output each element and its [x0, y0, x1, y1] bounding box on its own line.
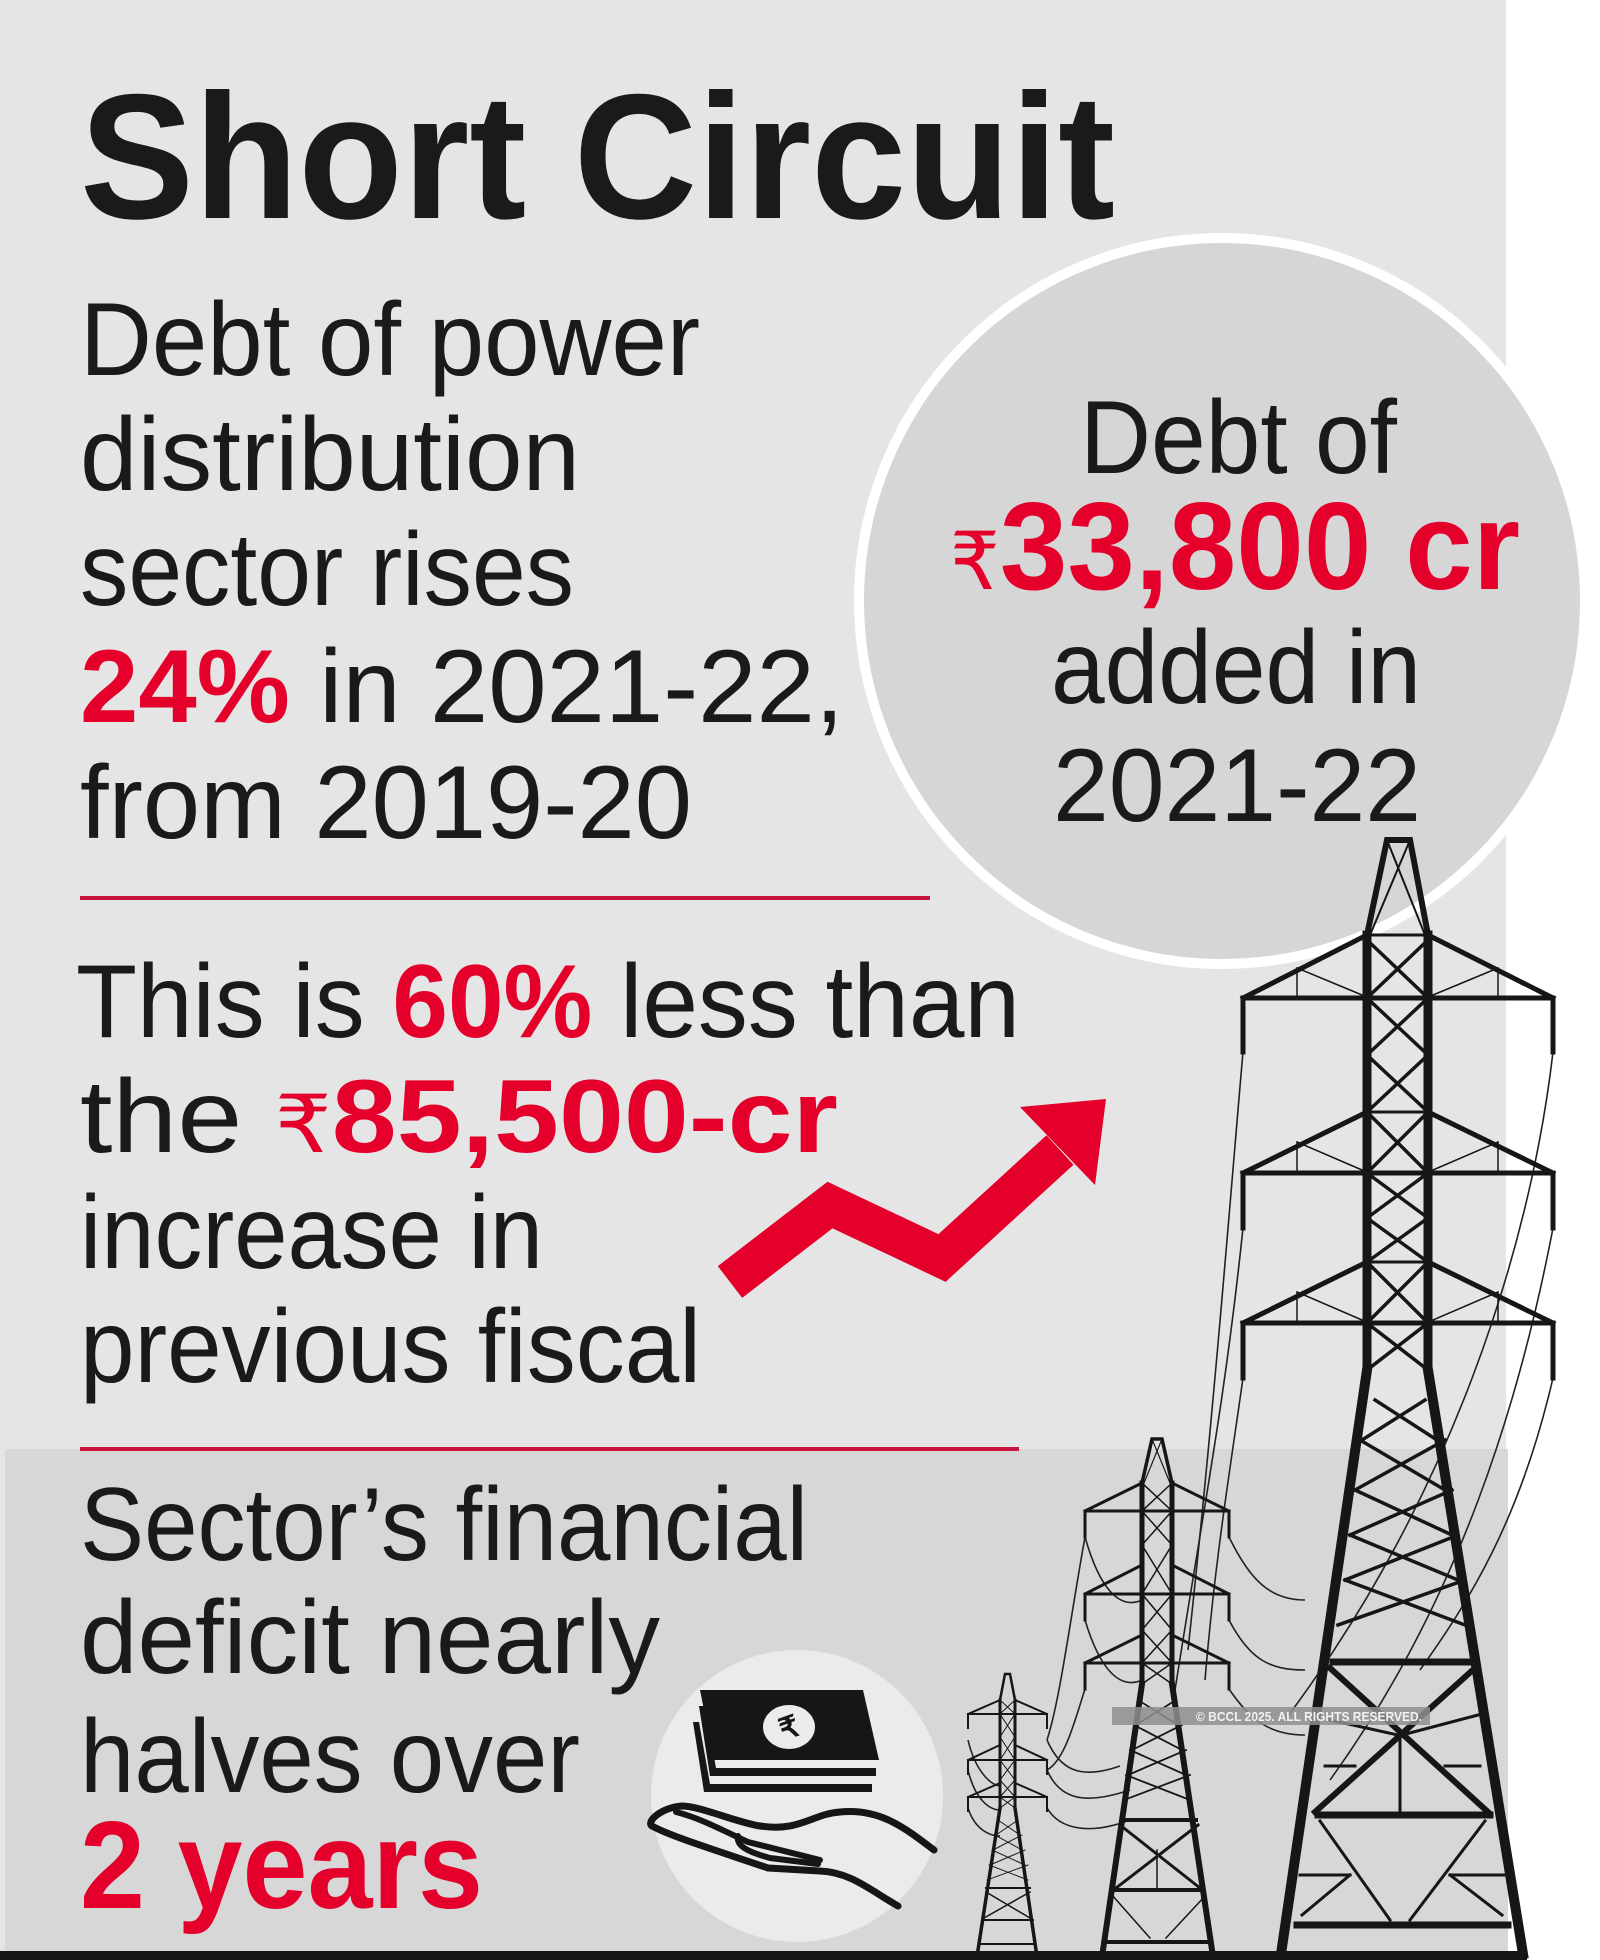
highlight-percent: 24%: [80, 629, 290, 745]
text-line: Debt of power: [80, 282, 700, 398]
copyright-watermark: © BCCL 2025. ALL RIGHTS RESERVED.: [1112, 1707, 1430, 1725]
highlight-duration: 2 years: [80, 1797, 483, 1935]
transmission-tower-large: [1239, 837, 1557, 1960]
text-fragment: This is: [76, 944, 392, 1060]
bottom-bar: [0, 1951, 1527, 1960]
text-fragment: the: [80, 1059, 275, 1175]
highlight-percent: 60%: [392, 944, 592, 1060]
divider-line: [80, 1447, 1019, 1451]
transmission-tower-small: [966, 1672, 1049, 1952]
text-line: previous fiscal: [80, 1289, 701, 1405]
rupee-symbol: ₹: [275, 1080, 332, 1169]
text-line: the ₹85,500-cr: [80, 1059, 838, 1175]
callout-circle: [854, 233, 1590, 969]
callout-line: added in: [1051, 610, 1421, 726]
text-line: from 2019-20: [80, 745, 692, 861]
rupee-symbol: ₹: [950, 517, 1000, 606]
section-deficit: Sector’s financial deficit nearly halves…: [80, 1467, 808, 1935]
section-debt-rise: Debt of power distribution sector rises …: [80, 282, 844, 861]
text-line: halves over: [80, 1699, 580, 1815]
highlight-amount: 33,800 cr: [1000, 478, 1520, 616]
text-fragment: in 2021-22,: [290, 629, 844, 745]
callout-line: Debt of: [1080, 380, 1398, 496]
text-line: sector rises: [80, 512, 574, 628]
callout-line: 2021-22: [1053, 728, 1421, 844]
callout-circle-text: Debt of ₹33,800 cr added in 2021-22: [950, 380, 1520, 844]
text-line: This is 60% less than: [76, 944, 1020, 1060]
transmission-tower-medium: [1082, 1437, 1232, 1954]
text-line: increase in: [80, 1175, 543, 1291]
text-line: distribution: [80, 397, 580, 513]
rising-arrow-icon: [717, 1099, 1106, 1298]
highlight-amount: 85,500-cr: [332, 1059, 838, 1175]
text-line: Sector’s financial: [80, 1467, 808, 1583]
text-line: deficit nearly: [80, 1580, 660, 1696]
text-line: 24% in 2021-22,: [80, 629, 844, 745]
section-comparison: This is 60% less than the ₹85,500-cr inc…: [76, 944, 1020, 1405]
power-lines: [967, 1051, 1554, 1837]
text-fragment: less than: [592, 944, 1020, 1060]
page-title: Short Circuit: [80, 57, 1115, 256]
money-in-hand-icon: ₹: [647, 1650, 943, 1942]
watermark-text: © BCCL 2025. ALL RIGHTS RESERVED.: [1196, 1709, 1422, 1724]
divider-line: [80, 896, 930, 900]
callout-amount: ₹33,800 cr: [950, 478, 1520, 616]
